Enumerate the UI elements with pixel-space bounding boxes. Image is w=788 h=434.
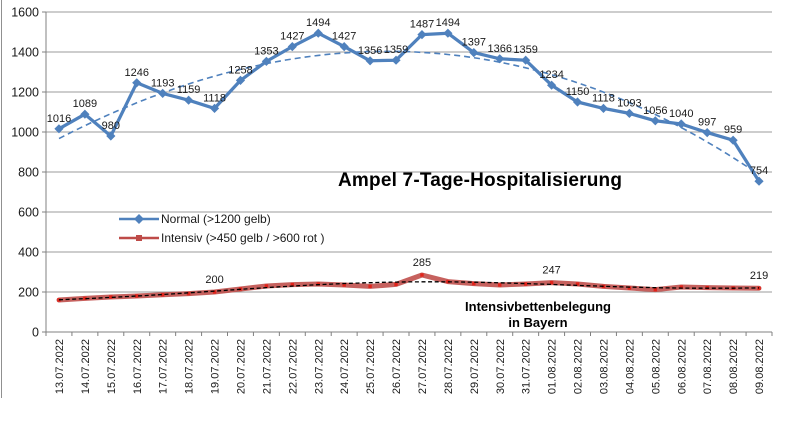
normal-trendline xyxy=(58,50,760,176)
svg-text:1193: 1193 xyxy=(151,77,175,89)
svg-text:16.07.2022: 16.07.2022 xyxy=(132,339,144,394)
svg-text:400: 400 xyxy=(18,246,39,260)
svg-text:24.07.2022: 24.07.2022 xyxy=(339,339,351,394)
intensiv-series-swatch-icon xyxy=(119,234,159,241)
chart-left-border xyxy=(1,0,2,398)
annotation-line-2: in Bayern xyxy=(508,315,568,330)
svg-text:21.07.2022: 21.07.2022 xyxy=(261,339,273,394)
svg-text:0: 0 xyxy=(32,326,39,340)
legend-label-normal: Normal (>1200 gelb) xyxy=(161,211,271,226)
svg-text:1246: 1246 xyxy=(125,67,149,79)
svg-text:06.08.2022: 06.08.2022 xyxy=(676,339,688,394)
svg-text:1016: 1016 xyxy=(47,113,71,125)
svg-text:30.07.2022: 30.07.2022 xyxy=(495,339,507,394)
svg-text:28.07.2022: 28.07.2022 xyxy=(443,339,455,394)
svg-text:1366: 1366 xyxy=(488,43,512,55)
svg-text:08.08.2022: 08.08.2022 xyxy=(728,339,740,394)
svg-text:1359: 1359 xyxy=(384,44,408,56)
svg-text:25.07.2022: 25.07.2022 xyxy=(365,339,377,394)
normal-series-markers xyxy=(54,28,764,186)
svg-text:1494: 1494 xyxy=(306,17,330,29)
svg-text:1040: 1040 xyxy=(669,108,693,120)
chart-legend: Normal (>1200 gelb) Intensiv (>450 gelb … xyxy=(117,209,324,247)
svg-text:1487: 1487 xyxy=(410,19,434,31)
svg-text:247: 247 xyxy=(542,265,560,277)
svg-text:1150: 1150 xyxy=(566,86,590,98)
svg-text:01.08.2022: 01.08.2022 xyxy=(547,339,559,394)
svg-text:1234: 1234 xyxy=(539,69,563,81)
svg-text:1200: 1200 xyxy=(11,86,39,100)
svg-text:997: 997 xyxy=(698,117,716,129)
svg-text:19.07.2022: 19.07.2022 xyxy=(210,339,222,394)
intensiv-trendline xyxy=(58,281,760,301)
normal-series-line xyxy=(57,31,761,183)
svg-text:800: 800 xyxy=(18,166,39,180)
svg-text:1353: 1353 xyxy=(254,45,278,57)
svg-text:20.07.2022: 20.07.2022 xyxy=(235,339,247,394)
svg-text:31.07.2022: 31.07.2022 xyxy=(521,339,533,394)
svg-text:959: 959 xyxy=(724,124,742,136)
svg-text:23.07.2022: 23.07.2022 xyxy=(313,339,325,394)
chart-title: Ampel 7-Tage-Hospitalisierung xyxy=(338,170,623,191)
svg-text:754: 754 xyxy=(750,165,768,177)
svg-text:02.08.2022: 02.08.2022 xyxy=(573,339,585,394)
svg-text:1494: 1494 xyxy=(436,17,460,29)
annotation-line-1: Intensivbettenbelegung xyxy=(465,299,611,314)
svg-text:1427: 1427 xyxy=(280,31,304,43)
svg-text:219: 219 xyxy=(750,270,768,282)
intensiv-series-line xyxy=(56,272,762,303)
intensiv-data-labels: 200 285 247 219 xyxy=(205,257,768,286)
chart-annotation: Intensivbettenbelegung in Bayern xyxy=(438,299,638,331)
normal-data-labels: 1016108998012461193115911181258135314271… xyxy=(47,17,768,177)
svg-text:980: 980 xyxy=(102,120,120,132)
svg-text:29.07.2022: 29.07.2022 xyxy=(469,339,481,394)
svg-text:1159: 1159 xyxy=(177,84,201,96)
svg-text:04.08.2022: 04.08.2022 xyxy=(624,339,636,394)
svg-text:07.08.2022: 07.08.2022 xyxy=(702,339,714,394)
legend-item-intensiv: Intensiv (>450 gelb / >600 rot ) xyxy=(117,228,324,247)
svg-text:18.07.2022: 18.07.2022 xyxy=(184,339,196,394)
svg-text:1356: 1356 xyxy=(358,45,382,57)
svg-text:27.07.2022: 27.07.2022 xyxy=(417,339,429,394)
svg-text:1093: 1093 xyxy=(617,97,641,109)
normal-series-swatch-icon xyxy=(119,213,159,224)
svg-text:15.07.2022: 15.07.2022 xyxy=(106,339,118,394)
svg-text:1118: 1118 xyxy=(203,92,226,104)
svg-text:1359: 1359 xyxy=(513,44,537,56)
legend-item-normal: Normal (>1200 gelb) xyxy=(117,209,324,228)
svg-text:1258: 1258 xyxy=(228,64,252,76)
svg-text:26.07.2022: 26.07.2022 xyxy=(391,339,403,394)
svg-text:05.08.2022: 05.08.2022 xyxy=(650,339,662,394)
svg-text:200: 200 xyxy=(18,286,39,300)
svg-text:03.08.2022: 03.08.2022 xyxy=(598,339,610,394)
svg-text:1118: 1118 xyxy=(592,92,615,104)
svg-text:1400: 1400 xyxy=(11,46,39,60)
svg-text:1600: 1600 xyxy=(11,6,39,20)
svg-text:1000: 1000 xyxy=(11,126,39,140)
y-axis-labels: 0 200 400 600 800 1000 1200 1400 1600 xyxy=(11,6,39,340)
svg-text:09.08.2022: 09.08.2022 xyxy=(754,339,766,394)
axes xyxy=(42,11,773,336)
svg-text:200: 200 xyxy=(205,274,223,286)
svg-text:1397: 1397 xyxy=(462,37,486,49)
svg-text:1089: 1089 xyxy=(73,98,97,110)
svg-text:13.07.2022: 13.07.2022 xyxy=(54,339,66,394)
svg-text:14.07.2022: 14.07.2022 xyxy=(80,339,92,394)
svg-text:1056: 1056 xyxy=(643,105,667,117)
svg-text:17.07.2022: 17.07.2022 xyxy=(158,339,170,394)
svg-text:285: 285 xyxy=(413,257,431,269)
gridlines xyxy=(46,11,772,293)
legend-label-intensiv: Intensiv (>450 gelb / >600 rot ) xyxy=(161,230,325,245)
svg-text:1427: 1427 xyxy=(332,31,356,43)
x-axis-labels: 13.07.2022 14.07.2022 15.07.2022 16.07.2022… xyxy=(54,339,766,394)
svg-text:22.07.2022: 22.07.2022 xyxy=(287,339,299,394)
svg-text:600: 600 xyxy=(18,206,39,220)
